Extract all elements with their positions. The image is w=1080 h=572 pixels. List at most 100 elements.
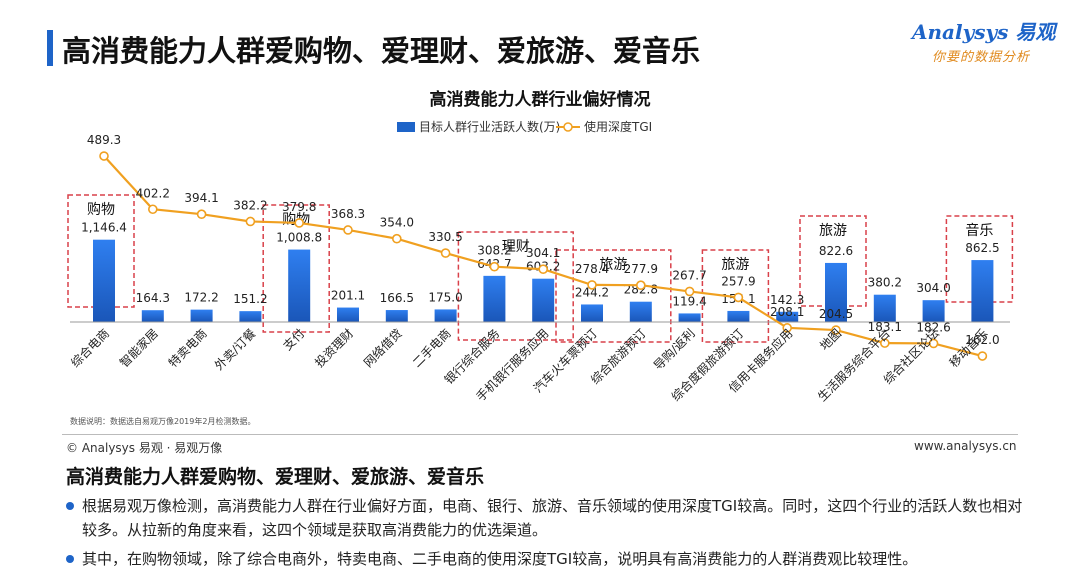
highlight-box (262, 204, 330, 333)
tgi-point (99, 151, 109, 161)
tgi-point (684, 286, 695, 297)
tgi-value-label: 162.0 (965, 333, 999, 347)
bar (922, 300, 945, 322)
tgi-point (782, 323, 793, 333)
title-accent-bar (47, 30, 53, 66)
logo: Analysys 易观 你要的数据分析 (912, 16, 1062, 76)
tgi-point (489, 261, 500, 272)
bar-value-label: 166.5 (380, 291, 414, 305)
tgi-point (977, 351, 988, 361)
highlight-label: 理财 (502, 239, 530, 255)
summary-bullet: 根据易观万像检测，高消费能力人群在行业偏好方面，电商、银行、旅游、音乐领域的使用… (66, 494, 1026, 542)
category-label: 智能家居 (116, 326, 161, 371)
tgi-value-label: 489.3 (87, 133, 121, 147)
tgi-point (148, 204, 158, 215)
highlight-label: 旅游 (721, 257, 749, 273)
category-label: 特卖电商 (165, 326, 210, 371)
tgi-value-label: 257.9 (721, 274, 755, 288)
bar (825, 262, 847, 322)
category-label: 综合电商 (68, 326, 113, 371)
bar-value-label: 201.1 (331, 289, 365, 303)
tgi-point (391, 233, 402, 244)
legend-marker-line (563, 122, 573, 132)
page-title: 高消费能力人群爱购物、爱理财、爱旅游、爱音乐 (62, 34, 701, 68)
bar (971, 260, 994, 322)
tgi-value-label: 183.1 (868, 320, 902, 334)
summary-bullet-text: 其中，在购物领域，除了综合电商外，特卖电商、二手电商的使用深度TGI较高，说明具… (82, 550, 918, 568)
tgi-value-label: 402.2 (136, 186, 170, 200)
category-label: 导购/返利 (650, 326, 697, 373)
tgi-point (440, 248, 451, 258)
tgi-point (343, 225, 353, 235)
category-label: 二手电商 (409, 326, 454, 371)
bar (93, 239, 115, 322)
tgi-value-label: 354.0 (380, 216, 414, 230)
bar (678, 313, 701, 322)
legend-label-bars: 目标人群行业活跃人数(万) (419, 119, 560, 134)
highlight-box (701, 249, 770, 343)
tgi-point (928, 338, 939, 349)
tgi-point (587, 280, 597, 290)
industry-preference-chart: 高消费能力人群行业偏好情况目标人群行业活跃人数(万)使用深度TGI购物购物理财旅… (67, 89, 1014, 426)
tgi-value-label: 379.8 (282, 200, 316, 214)
bar (873, 294, 896, 322)
highlight-box (457, 231, 574, 341)
tgi-point (831, 325, 841, 335)
copyright: © Analysys 易观 · 易观万像 (66, 441, 223, 455)
bar (776, 311, 799, 322)
bar-value-label: 1,146.4 (81, 221, 127, 235)
bar-value-label: 151.2 (233, 292, 267, 306)
bar-value-label: 304.0 (916, 281, 950, 295)
bar (727, 310, 750, 322)
tgi-point (294, 218, 305, 228)
bar-value-label: 380.2 (868, 276, 902, 290)
tgi-value-label: 394.1 (184, 191, 218, 205)
bar (288, 249, 311, 322)
bar (190, 309, 213, 322)
bar-value-label: 822.6 (819, 244, 853, 258)
tgi-point (733, 292, 744, 303)
chart-note: 数据说明：数据选自易观万像2019年2月检测数据。 (70, 416, 255, 426)
summary-title: 高消费能力人群爱购物、爱理财、爱旅游、爱音乐 (66, 466, 485, 488)
category-label: 外卖/订餐 (211, 326, 258, 373)
logo-tagline: 你要的数据分析 (932, 50, 1031, 65)
bar-value-label: 164.3 (136, 291, 170, 305)
logo-wordmark: Analysys 易观 (912, 20, 1056, 44)
chart-title: 高消费能力人群行业偏好情况 (430, 89, 651, 110)
website-link[interactable]: www.analysys.cn (914, 439, 1017, 453)
tgi-value-label: 382.2 (233, 198, 267, 212)
bar (141, 310, 164, 322)
bar-value-label: 172.2 (184, 291, 218, 305)
tgi-value-label: 308.2 (477, 244, 511, 258)
divider (62, 434, 1018, 435)
tgi-point (879, 338, 890, 348)
tgi-value-label: 204.5 (819, 307, 853, 321)
bar (385, 310, 408, 322)
category-label: 支付 (280, 326, 307, 353)
bar (629, 301, 652, 322)
tgi-point (538, 264, 549, 274)
tgi-value-label: 304.1 (526, 246, 560, 260)
legend-label-line: 使用深度TGI (584, 119, 652, 134)
tgi-value-label: 267.7 (672, 268, 706, 282)
bar-value-label: 175.0 (428, 290, 462, 304)
highlight-box (555, 249, 672, 343)
bullet-dot-icon (66, 555, 74, 563)
bar-value-label: 244.2 (575, 285, 609, 299)
legend-swatch-bars (397, 122, 415, 132)
highlight-label: 音乐 (965, 222, 993, 239)
summary-bullet-text: 根据易观万像检测，高消费能力人群在行业偏好方面，电商、银行、旅游、音乐领域的使用… (82, 497, 1023, 539)
highlight-label: 购物 (87, 202, 115, 218)
summary-bullet: 其中，在购物领域，除了综合电商外，特卖电商、二手电商的使用深度TGI较高，说明具… (66, 547, 1026, 571)
highlight-label: 旅游 (819, 223, 847, 239)
tgi-point (196, 209, 207, 220)
bullet-dot-icon (66, 502, 74, 510)
bar (581, 304, 603, 322)
tgi-value-label: 278.4 (575, 262, 609, 276)
tgi-point (245, 216, 256, 227)
bar (483, 275, 506, 322)
bar (434, 309, 457, 322)
tgi-value-label: 208.1 (770, 305, 804, 319)
bar-value-label: 119.4 (672, 294, 706, 308)
highlight-label: 旅游 (599, 257, 627, 273)
